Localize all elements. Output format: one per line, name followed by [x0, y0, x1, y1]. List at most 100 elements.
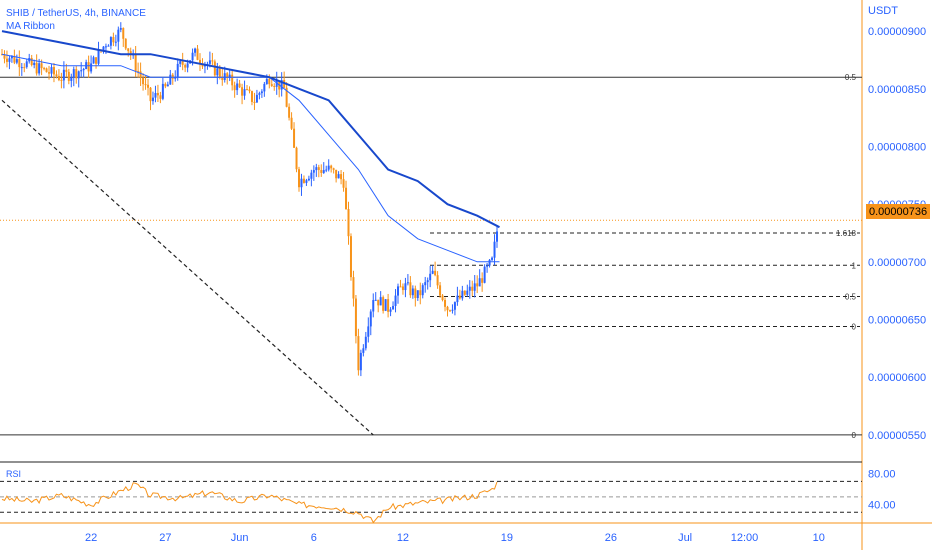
candle-body — [90, 63, 93, 72]
candle-body — [268, 78, 271, 85]
candle-body — [473, 283, 476, 291]
candle-body — [399, 286, 402, 288]
candle-body — [441, 295, 444, 301]
candle-body — [359, 352, 362, 371]
candle-body — [33, 62, 36, 66]
candle-body — [139, 71, 142, 78]
candle-body — [238, 83, 241, 88]
time-tick-label: 19 — [501, 532, 513, 544]
candle-body — [159, 95, 162, 99]
candle-body — [70, 77, 73, 81]
candle-body — [248, 89, 251, 92]
candle-body — [352, 277, 355, 299]
candle-body — [18, 59, 21, 68]
candle-body — [493, 241, 496, 258]
candle-body — [419, 290, 422, 296]
candle-body — [166, 84, 169, 87]
fib-label-1: 1 — [852, 261, 857, 270]
fib-label-0: 1.618 — [836, 229, 857, 238]
candles — [1, 22, 498, 377]
candle-body — [147, 84, 150, 88]
candle-body — [122, 28, 125, 39]
candle-body — [75, 69, 78, 79]
price-tick-label: 0.00000650 — [868, 315, 926, 327]
candle-body — [67, 71, 70, 81]
candle-body — [463, 290, 466, 295]
candle-body — [337, 174, 340, 179]
ma-fast-line — [1, 53, 500, 263]
candle-body — [414, 288, 417, 299]
candle-body — [104, 46, 107, 48]
candle-body — [20, 67, 23, 69]
current-price-badge — [866, 204, 930, 219]
fib-retracement[interactable]: 1.618 1 0.5 0 — [430, 229, 860, 331]
time-tick-label: Jun — [231, 532, 249, 544]
candle-body — [102, 46, 105, 51]
candle-body — [317, 167, 320, 171]
candle-body — [109, 37, 112, 46]
candle-body — [226, 73, 229, 78]
candle-body — [72, 69, 75, 78]
candle-body — [389, 309, 392, 312]
candle-body — [471, 286, 474, 291]
candle-body — [223, 73, 226, 81]
candle-body — [95, 57, 98, 64]
rsi-chart: 40.00 80.00 — [0, 469, 896, 524]
candle-body — [236, 83, 239, 91]
candle-body — [293, 128, 296, 148]
candle-body — [416, 290, 419, 299]
trendline[interactable] — [1, 99, 374, 436]
candle-body — [448, 310, 451, 312]
candle-body — [23, 67, 26, 69]
candle-body — [250, 91, 253, 102]
time-tick-label: Jul — [678, 532, 692, 544]
candle-body — [421, 285, 424, 296]
candle-body — [404, 283, 407, 291]
candle-body — [401, 286, 404, 291]
candle-body — [241, 87, 244, 96]
candle-body — [424, 282, 427, 286]
candle-body — [354, 298, 357, 337]
candle-body — [233, 85, 236, 91]
candle-body — [431, 270, 434, 274]
candle-body — [345, 187, 348, 210]
descending-trendline[interactable] — [1, 99, 374, 436]
candle-body — [302, 178, 305, 183]
candle-body — [82, 69, 85, 71]
candle-body — [112, 37, 115, 43]
level-label-1: 0 — [852, 431, 857, 440]
candle-body — [77, 71, 80, 79]
candle-body — [243, 89, 246, 96]
candle-body — [444, 300, 447, 307]
candle-body — [453, 302, 456, 310]
candle-body — [35, 62, 38, 74]
candle-body — [439, 285, 442, 296]
candle-body — [461, 290, 464, 299]
candle-body — [300, 178, 303, 188]
candle-body — [179, 61, 182, 64]
candle-body — [151, 97, 154, 102]
candle-body — [436, 275, 439, 286]
candle-body — [45, 68, 48, 73]
candle-body — [275, 80, 278, 87]
candle-body — [211, 60, 214, 62]
candle-body — [253, 101, 256, 103]
candle-body — [384, 299, 387, 311]
price-tick-label: 0.00000550 — [868, 430, 926, 442]
time-tick-label: 26 — [605, 532, 617, 544]
candle-body — [263, 83, 266, 92]
candle-body — [97, 49, 100, 64]
time-tick-label: 12:00 — [731, 532, 759, 544]
candle-body — [362, 348, 365, 353]
candle-body — [60, 79, 63, 81]
candle-body — [57, 75, 60, 80]
horizontal-levels: 0.50 — [0, 73, 862, 440]
candle-body — [270, 84, 273, 87]
candle-body — [481, 278, 484, 283]
candle-body — [377, 299, 380, 306]
candle-body — [468, 286, 471, 291]
candle-body — [372, 300, 375, 312]
candle-body — [364, 336, 367, 349]
